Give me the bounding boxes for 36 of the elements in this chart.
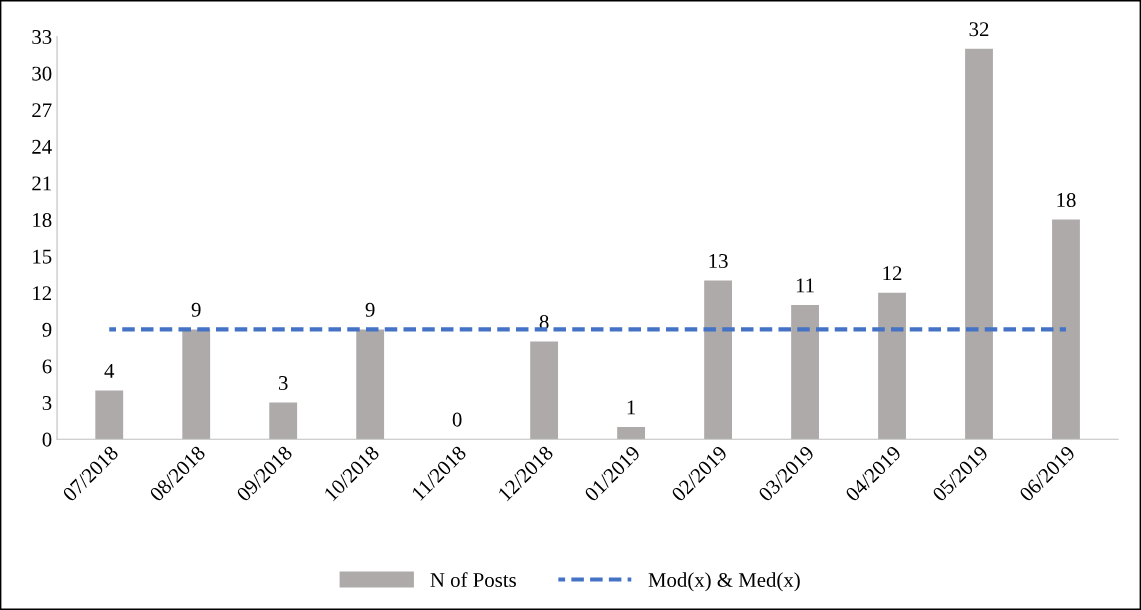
y-tick-label: 15 [33,249,52,264]
y-tick-label: 24 [32,139,52,154]
data-label: 9 [191,302,201,317]
y-tick-label: 33 [32,30,52,45]
y-tick-label: 12 [33,286,52,301]
legend-label: Mod(x) & Med(x) [648,572,800,592]
y-tick-label: 21 [32,176,51,191]
data-label: 0 [452,412,462,427]
bar [617,427,646,440]
y-tick-label: 3 [42,396,52,411]
data-label: 32 [969,22,989,37]
bar [1052,219,1080,440]
bar [704,280,732,440]
bar [530,341,559,440]
bar [182,329,211,440]
data-label: 11 [796,278,814,293]
bar [269,402,298,440]
y-tick-label: 18 [33,212,52,228]
bar [791,305,819,440]
y-tick-label: 30 [32,66,52,81]
bar [95,390,124,440]
bar [356,329,385,440]
legend-label: N of Posts [430,572,516,588]
bar [878,292,906,440]
y-tick-label: 27 [32,103,52,118]
data-label: 3 [278,376,288,391]
bar [965,48,993,440]
data-label: 12 [883,266,902,281]
data-label: 18 [1057,192,1076,208]
data-label: 13 [709,254,728,269]
data-label: 9 [365,302,375,317]
data-label: 1 [627,400,636,415]
y-tick-label: 0 [42,432,52,447]
y-tick-label: 6 [42,359,52,374]
y-tick-label: 9 [42,322,52,337]
data-label: 4 [104,363,115,378]
